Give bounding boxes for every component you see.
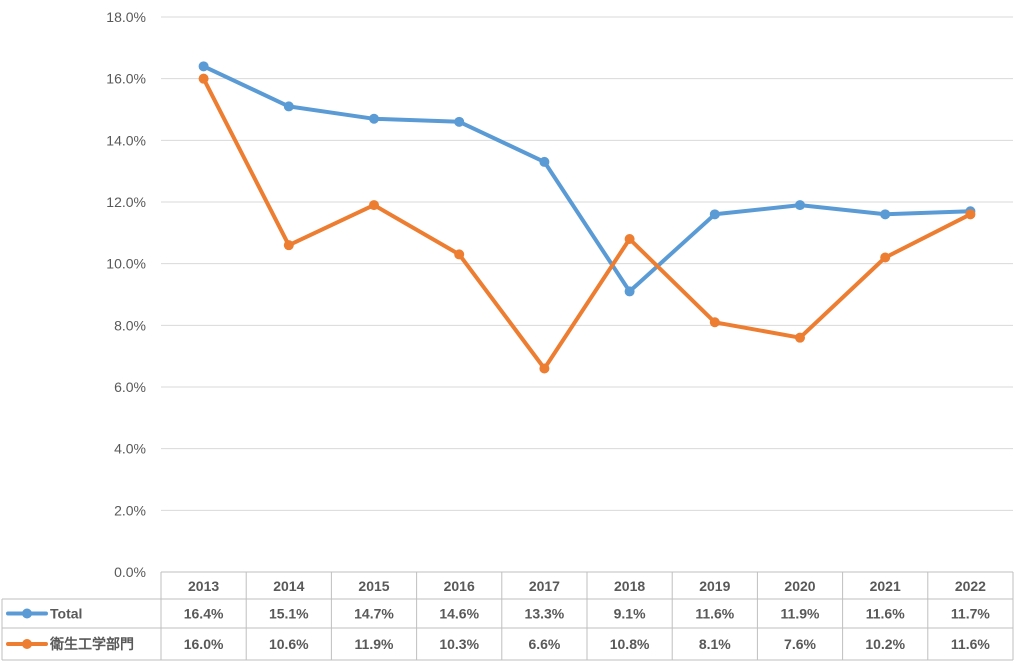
data-point	[965, 209, 976, 220]
data-point	[880, 209, 891, 220]
data-point	[795, 332, 805, 343]
x-tick-label: 2020	[784, 578, 815, 594]
data-table: 2013 2014 2015 2016 2017 2018 2019 2020 2021 2022…	[1, 571, 1014, 661]
x-tick-label: 2019	[699, 578, 730, 594]
data-label: 10.2%	[865, 636, 905, 652]
data-label: 8.1%	[699, 636, 731, 652]
plot-area	[198, 61, 976, 374]
y-axis: 0.0% 2.0% 4.0% 6.0% 8.0% 10.0% 12.0% 14.0% 16.0%…	[106, 9, 146, 580]
data-point	[283, 240, 294, 251]
x-tick-label: 2017	[529, 578, 560, 594]
data-point	[198, 73, 209, 84]
y-tick-label: 0.0%	[114, 564, 146, 580]
data-label: 11.6%	[695, 606, 734, 622]
data-point	[454, 249, 465, 260]
data-point	[624, 234, 635, 244]
x-tick-label: 2021	[870, 578, 901, 594]
data-label: 9.1%	[614, 606, 646, 622]
y-tick-label: 14.0%	[106, 132, 146, 148]
data-point	[369, 113, 379, 124]
data-point	[539, 363, 550, 374]
x-tick-label: 2014	[273, 578, 304, 594]
legend-label-1: 衛生工学部門	[49, 636, 134, 652]
data-label: 11.9%	[781, 606, 820, 622]
data-label: 16.4%	[184, 606, 224, 622]
data-label: 15.1%	[269, 606, 309, 622]
y-tick-label: 18.0%	[106, 9, 146, 25]
data-label: 11.9%	[355, 636, 394, 652]
y-tick-label: 8.0%	[114, 317, 146, 333]
data-label: 13.3%	[525, 606, 565, 622]
data-label: 7.6%	[784, 636, 816, 652]
x-tick-label: 2016	[444, 578, 475, 594]
legend-label-0: Total	[50, 606, 82, 622]
gridlines	[161, 16, 1013, 511]
x-tick-label: 2013	[188, 578, 219, 594]
x-tick-label: 2018	[614, 578, 645, 594]
data-label: 10.3%	[439, 636, 479, 652]
data-label: 16.0%	[184, 636, 224, 652]
data-point	[709, 209, 720, 220]
y-tick-label: 12.0%	[106, 194, 146, 210]
data-point	[624, 286, 635, 297]
legend-marker-1	[22, 639, 32, 649]
data-point	[454, 116, 465, 127]
data-point	[283, 101, 294, 112]
y-tick-label: 4.0%	[114, 441, 146, 457]
x-tick-label: 2015	[358, 578, 389, 594]
y-tick-label: 10.0%	[106, 256, 146, 272]
data-point	[880, 252, 891, 263]
data-label: 10.8%	[610, 636, 650, 652]
legend-marker-0	[22, 608, 32, 619]
data-point	[369, 200, 379, 211]
data-label: 11.6%	[866, 606, 905, 622]
data-point	[539, 156, 550, 167]
data-label: 10.6%	[269, 636, 309, 652]
y-tick-label: 6.0%	[114, 379, 146, 395]
data-point	[709, 317, 720, 328]
data-label: 14.7%	[354, 606, 394, 622]
data-label: 14.6%	[439, 606, 479, 622]
y-tick-label: 16.0%	[106, 71, 146, 87]
x-tick-label: 2022	[955, 578, 986, 594]
data-label: 11.7%	[951, 606, 990, 622]
data-label: 6.6%	[528, 636, 560, 652]
data-point	[795, 200, 805, 211]
y-tick-label: 2.0%	[114, 502, 146, 518]
data-point	[198, 61, 209, 72]
data-label: 11.6%	[951, 636, 990, 652]
series-line-1	[201, 76, 973, 371]
series-line-0	[201, 64, 973, 294]
